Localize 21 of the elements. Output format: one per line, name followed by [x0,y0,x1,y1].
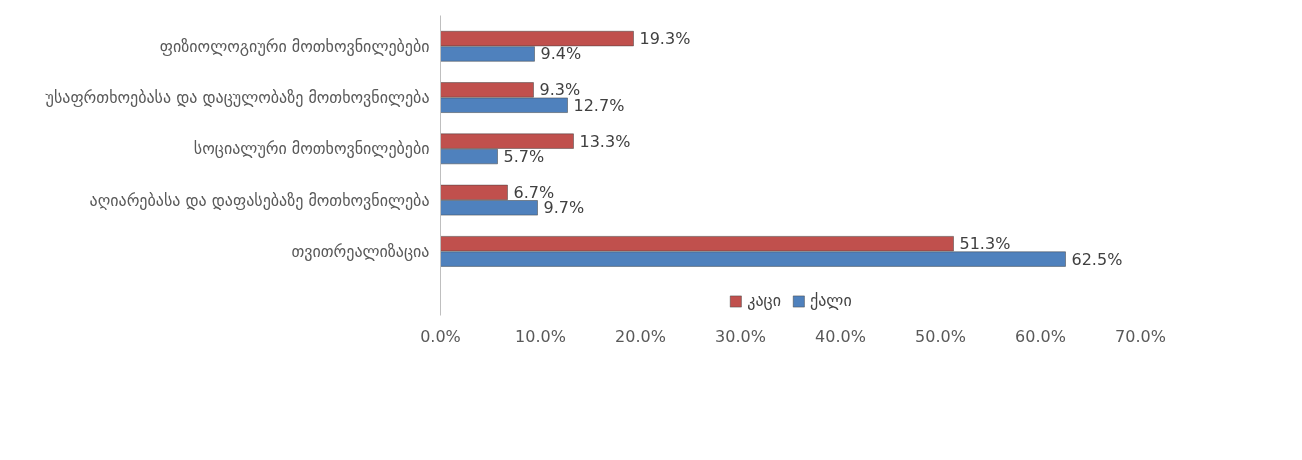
data-label: 62.5% [1071,249,1123,269]
x-tick-label: 60.0% [1015,326,1066,346]
legend-label: კაცი [747,291,782,310]
x-tick-label: 0.0% [420,326,461,346]
x-tick-label: 30.0% [715,326,766,346]
x-tick-label: 20.0% [615,326,666,346]
x-tick-label: 70.0% [1115,326,1166,346]
y-tick-label: თვითრეალიზაცია [291,241,430,261]
legend-label: ქალი [810,291,852,310]
data-label: 51.3% [959,234,1011,254]
data-label: 19.3% [639,29,691,49]
x-tick-label: 40.0% [815,326,866,346]
y-tick-label: ფიზიოლოგიური მოთხოვნილებები [159,36,430,56]
data-label: 5.7% [503,147,545,167]
data-label: 9.4% [540,44,582,64]
data-label: 13.3% [579,131,631,151]
y-tick-label: სოციალური მოთხოვნილებები [193,139,430,159]
y-tick-label: უსაფრთხოებასა და დაცულობაზე მოთხოვნილება [45,88,430,108]
y-tick-label: აღიარებასა და დაფასებაზე მოთხოვნილება [89,190,430,210]
x-tick-label: 10.0% [515,326,566,346]
x-tick-label: 50.0% [915,326,966,346]
